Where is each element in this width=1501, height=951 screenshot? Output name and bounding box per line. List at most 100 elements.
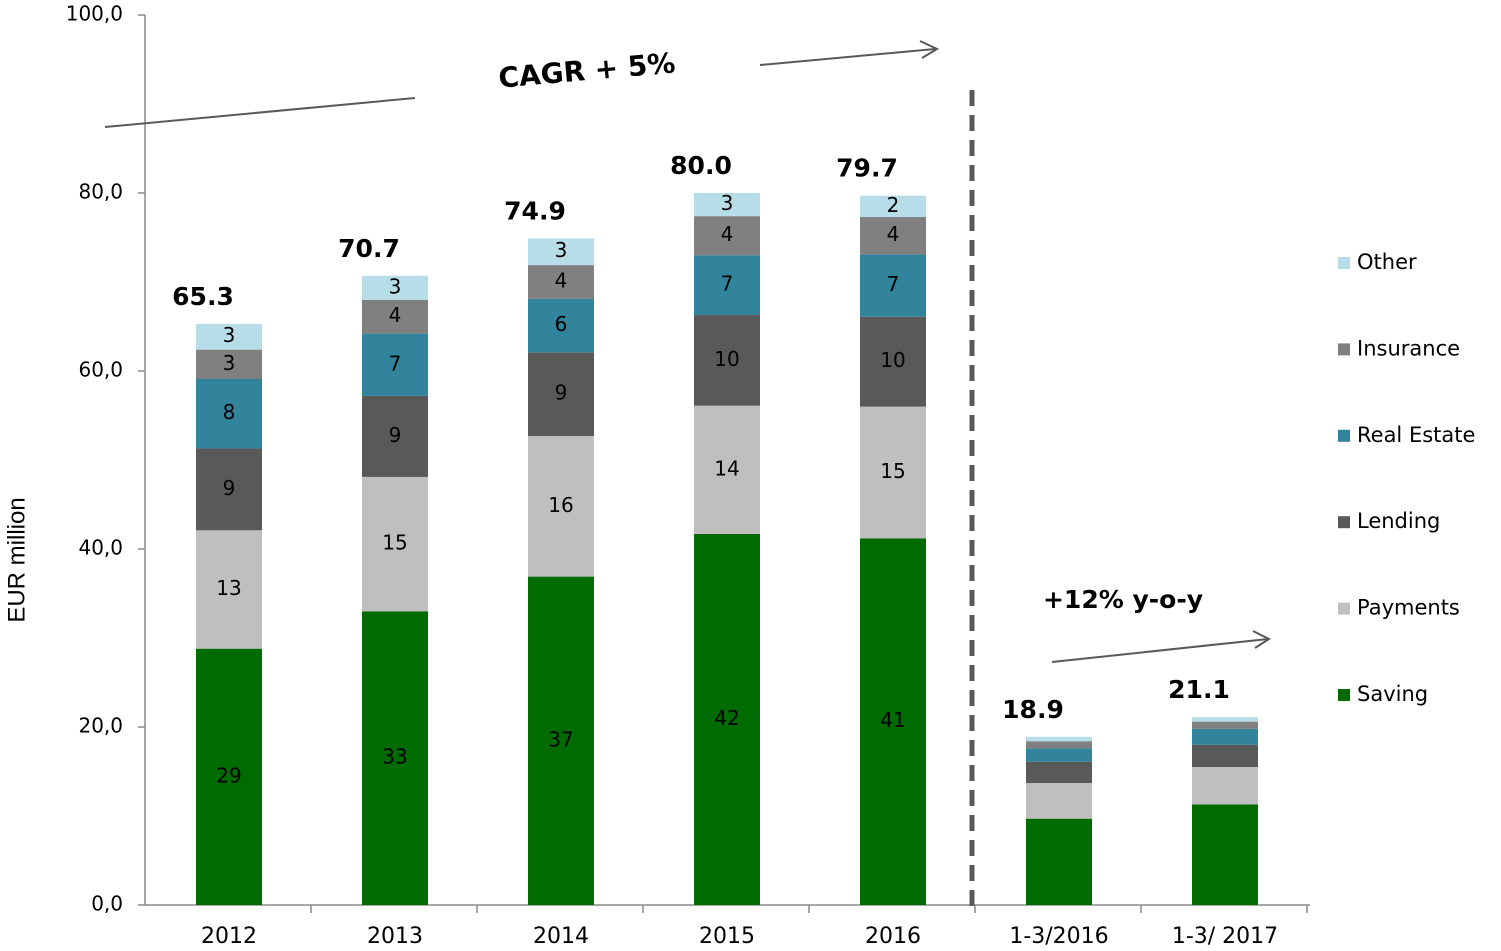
segment-label: 41: [880, 708, 905, 732]
arrow-head: [1252, 630, 1272, 649]
bar-segment: [694, 405, 760, 534]
bar-segment: [860, 316, 926, 407]
x-tick-label: 2016: [865, 924, 921, 949]
bar-segment: [528, 352, 594, 436]
segment-label: 3: [721, 191, 734, 215]
segment-label: 15: [880, 459, 905, 483]
y-tick-label: 40,0: [78, 536, 123, 560]
bar-segment: [528, 298, 594, 353]
bar-segment: [860, 254, 926, 317]
bar-segment: [860, 217, 926, 255]
legend-swatch: [1338, 689, 1350, 701]
total-label: 74.9: [504, 196, 566, 225]
bar-segment: [362, 611, 428, 905]
bar-segment: [362, 476, 428, 612]
total-label: 65.3: [172, 282, 234, 311]
bar-segment: [528, 238, 594, 266]
segment-label: 7: [721, 272, 734, 296]
bar-segment: [1192, 721, 1258, 729]
bar-segment: [694, 193, 760, 217]
segment-label: 3: [223, 323, 236, 347]
legend-swatch: [1338, 516, 1350, 529]
legend-swatch: [1338, 602, 1350, 615]
bar-segment: [1192, 717, 1258, 722]
bar-segment: [528, 576, 594, 905]
segment-label: 7: [389, 351, 402, 375]
bar-segment: [694, 314, 760, 406]
segment-label: 14: [714, 456, 739, 480]
bar-segment: [860, 538, 926, 905]
segment-label: 15: [382, 531, 407, 555]
bar-segment: [362, 395, 428, 477]
x-tick-label: 2015: [699, 924, 755, 949]
legend-label: Lending: [1357, 509, 1440, 533]
segment-label: 6: [555, 312, 568, 336]
segment-label: 4: [887, 222, 900, 246]
legend-label: Saving: [1357, 682, 1428, 706]
bar-segment: [1192, 728, 1258, 745]
x-tick-label: 1-3/2016: [1009, 924, 1108, 949]
bar-segment: [196, 349, 262, 380]
total-label: 18.9: [1002, 695, 1064, 724]
x-tick-label: 2012: [201, 924, 257, 949]
arrow-head: [919, 40, 940, 59]
x-tick-label: 1-3/ 2017: [1172, 924, 1278, 949]
bar-segment: [1192, 767, 1258, 805]
segment-label: 4: [721, 222, 734, 246]
total-label: 80.0: [670, 151, 732, 180]
segment-label: 3: [389, 274, 402, 298]
segment-label: 10: [880, 348, 905, 372]
bar-segment: [694, 533, 760, 905]
bar-segment: [1192, 744, 1258, 768]
bar-segment: [694, 216, 760, 256]
y-tick-label: 0,0: [91, 892, 123, 916]
legend-swatch: [1338, 429, 1350, 442]
total-label: 79.7: [836, 154, 898, 183]
bar-segment: [860, 406, 926, 539]
bar-segment: [1026, 741, 1092, 749]
legend-swatch: [1338, 257, 1350, 269]
segment-label: 42: [714, 706, 739, 730]
legend-label: Insurance: [1357, 336, 1460, 360]
segment-label: 16: [548, 493, 573, 517]
segment-label: 9: [223, 476, 236, 500]
bar-segment: [362, 333, 428, 396]
y-tick-label: 100,0: [66, 2, 123, 26]
y-tick-label: 80,0: [78, 180, 123, 204]
segment-label: 8: [223, 400, 236, 424]
y-axis-label: EUR million: [3, 497, 30, 622]
segment-label: 29: [216, 763, 241, 787]
x-tick-label: 2013: [367, 924, 423, 949]
segment-label: 7: [887, 272, 900, 296]
segment-label: 37: [548, 727, 573, 751]
yoy-annotation: +12% y-o-y: [1043, 585, 1203, 614]
legend-label: Payments: [1357, 596, 1460, 620]
segment-label: 2: [887, 193, 900, 217]
segment-label: 13: [216, 576, 241, 600]
bar-segment: [196, 530, 262, 649]
legend-swatch: [1338, 343, 1350, 356]
bar-segment: [860, 195, 926, 218]
bar-segment: [1026, 783, 1092, 819]
bar-segment: [362, 275, 428, 300]
segment-label: 3: [555, 238, 568, 262]
bar-segment: [196, 379, 262, 449]
segment-label: 9: [555, 381, 568, 405]
segment-label: 4: [389, 303, 402, 327]
total-label: 70.7: [338, 234, 400, 263]
bar-segment: [196, 648, 262, 905]
bar-segment: [1026, 818, 1092, 905]
y-tick-label: 20,0: [78, 714, 123, 738]
total-label: 21.1: [1168, 675, 1230, 704]
bar-segment: [1026, 748, 1092, 762]
legend-label: Other: [1357, 250, 1417, 274]
bar-segment: [362, 299, 428, 334]
bar-segment: [694, 255, 760, 315]
segment-label: 3: [223, 351, 236, 375]
trend-arrow: [759, 48, 936, 66]
y-tick-label: 60,0: [78, 358, 123, 382]
x-tick-label: 2014: [533, 924, 589, 949]
bar-segment: [528, 265, 594, 299]
bar-segment: [196, 448, 262, 531]
